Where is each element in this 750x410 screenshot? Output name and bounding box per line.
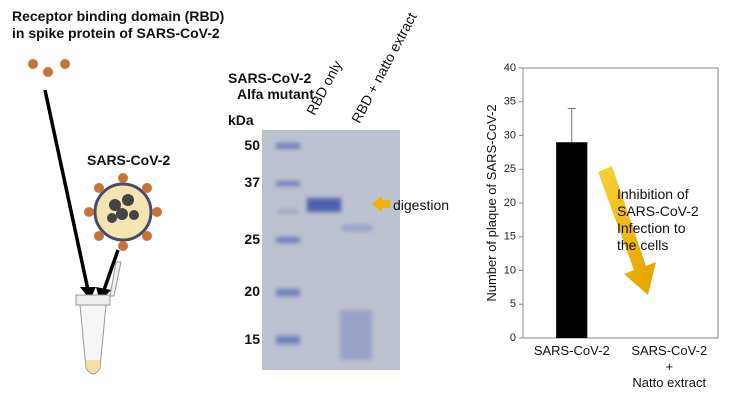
y-tick-label: 35 <box>504 96 516 108</box>
gel-unit: kDa <box>228 112 254 128</box>
tube <box>75 261 122 375</box>
marker-label: 37 <box>244 174 260 190</box>
y-tick-label: 15 <box>504 231 516 243</box>
marker-label: 15 <box>244 331 260 347</box>
marker-label: 20 <box>244 283 260 299</box>
y-tick-label: 10 <box>504 264 516 276</box>
y-axis-label: Number of plaque of SARS-CoV-2 <box>484 104 499 302</box>
y-tick-label: 20 <box>504 197 516 209</box>
virus-label: SARS-CoV-2 <box>87 152 171 168</box>
band-label: digestion <box>393 197 450 213</box>
y-tick-label: 25 <box>504 163 516 175</box>
annotation: Inhibition of <box>617 186 689 202</box>
x-tick-label: SARS-CoV-2 <box>533 343 610 358</box>
arrow-head <box>80 287 96 300</box>
rbd-title: in spike protein of SARS-CoV-2 <box>12 25 220 41</box>
arrow <box>43 89 90 291</box>
band-arrow <box>372 196 390 212</box>
rbd-title: Receptor binding domain (RBD) <box>12 8 225 24</box>
marker-label: 50 <box>244 137 260 153</box>
bar-chart: 0 5 10 15 20 25 30 35 40 <box>504 62 719 344</box>
annotation: the cells <box>617 237 669 253</box>
virus <box>84 173 162 251</box>
marker-label: 25 <box>244 231 260 247</box>
y-tick-label: 30 <box>504 129 516 141</box>
annotation: Infection to <box>617 220 686 236</box>
gel <box>262 130 400 370</box>
y-tick-label: 5 <box>510 298 516 310</box>
x-tick-label: SARS-CoV-2 + Natto extract <box>631 343 708 390</box>
y-tick-label: 40 <box>504 62 516 74</box>
rbd-dots <box>28 59 70 77</box>
y-tick-label: 0 <box>510 332 516 344</box>
annotation: SARS-CoV-2 <box>617 203 699 219</box>
arrow <box>102 249 120 291</box>
inhibition-arrow <box>598 166 656 295</box>
bar <box>556 142 588 338</box>
gel-sample: SARS-CoV-2 <box>228 70 312 86</box>
gel-sample: Alfa mutant <box>237 86 314 102</box>
